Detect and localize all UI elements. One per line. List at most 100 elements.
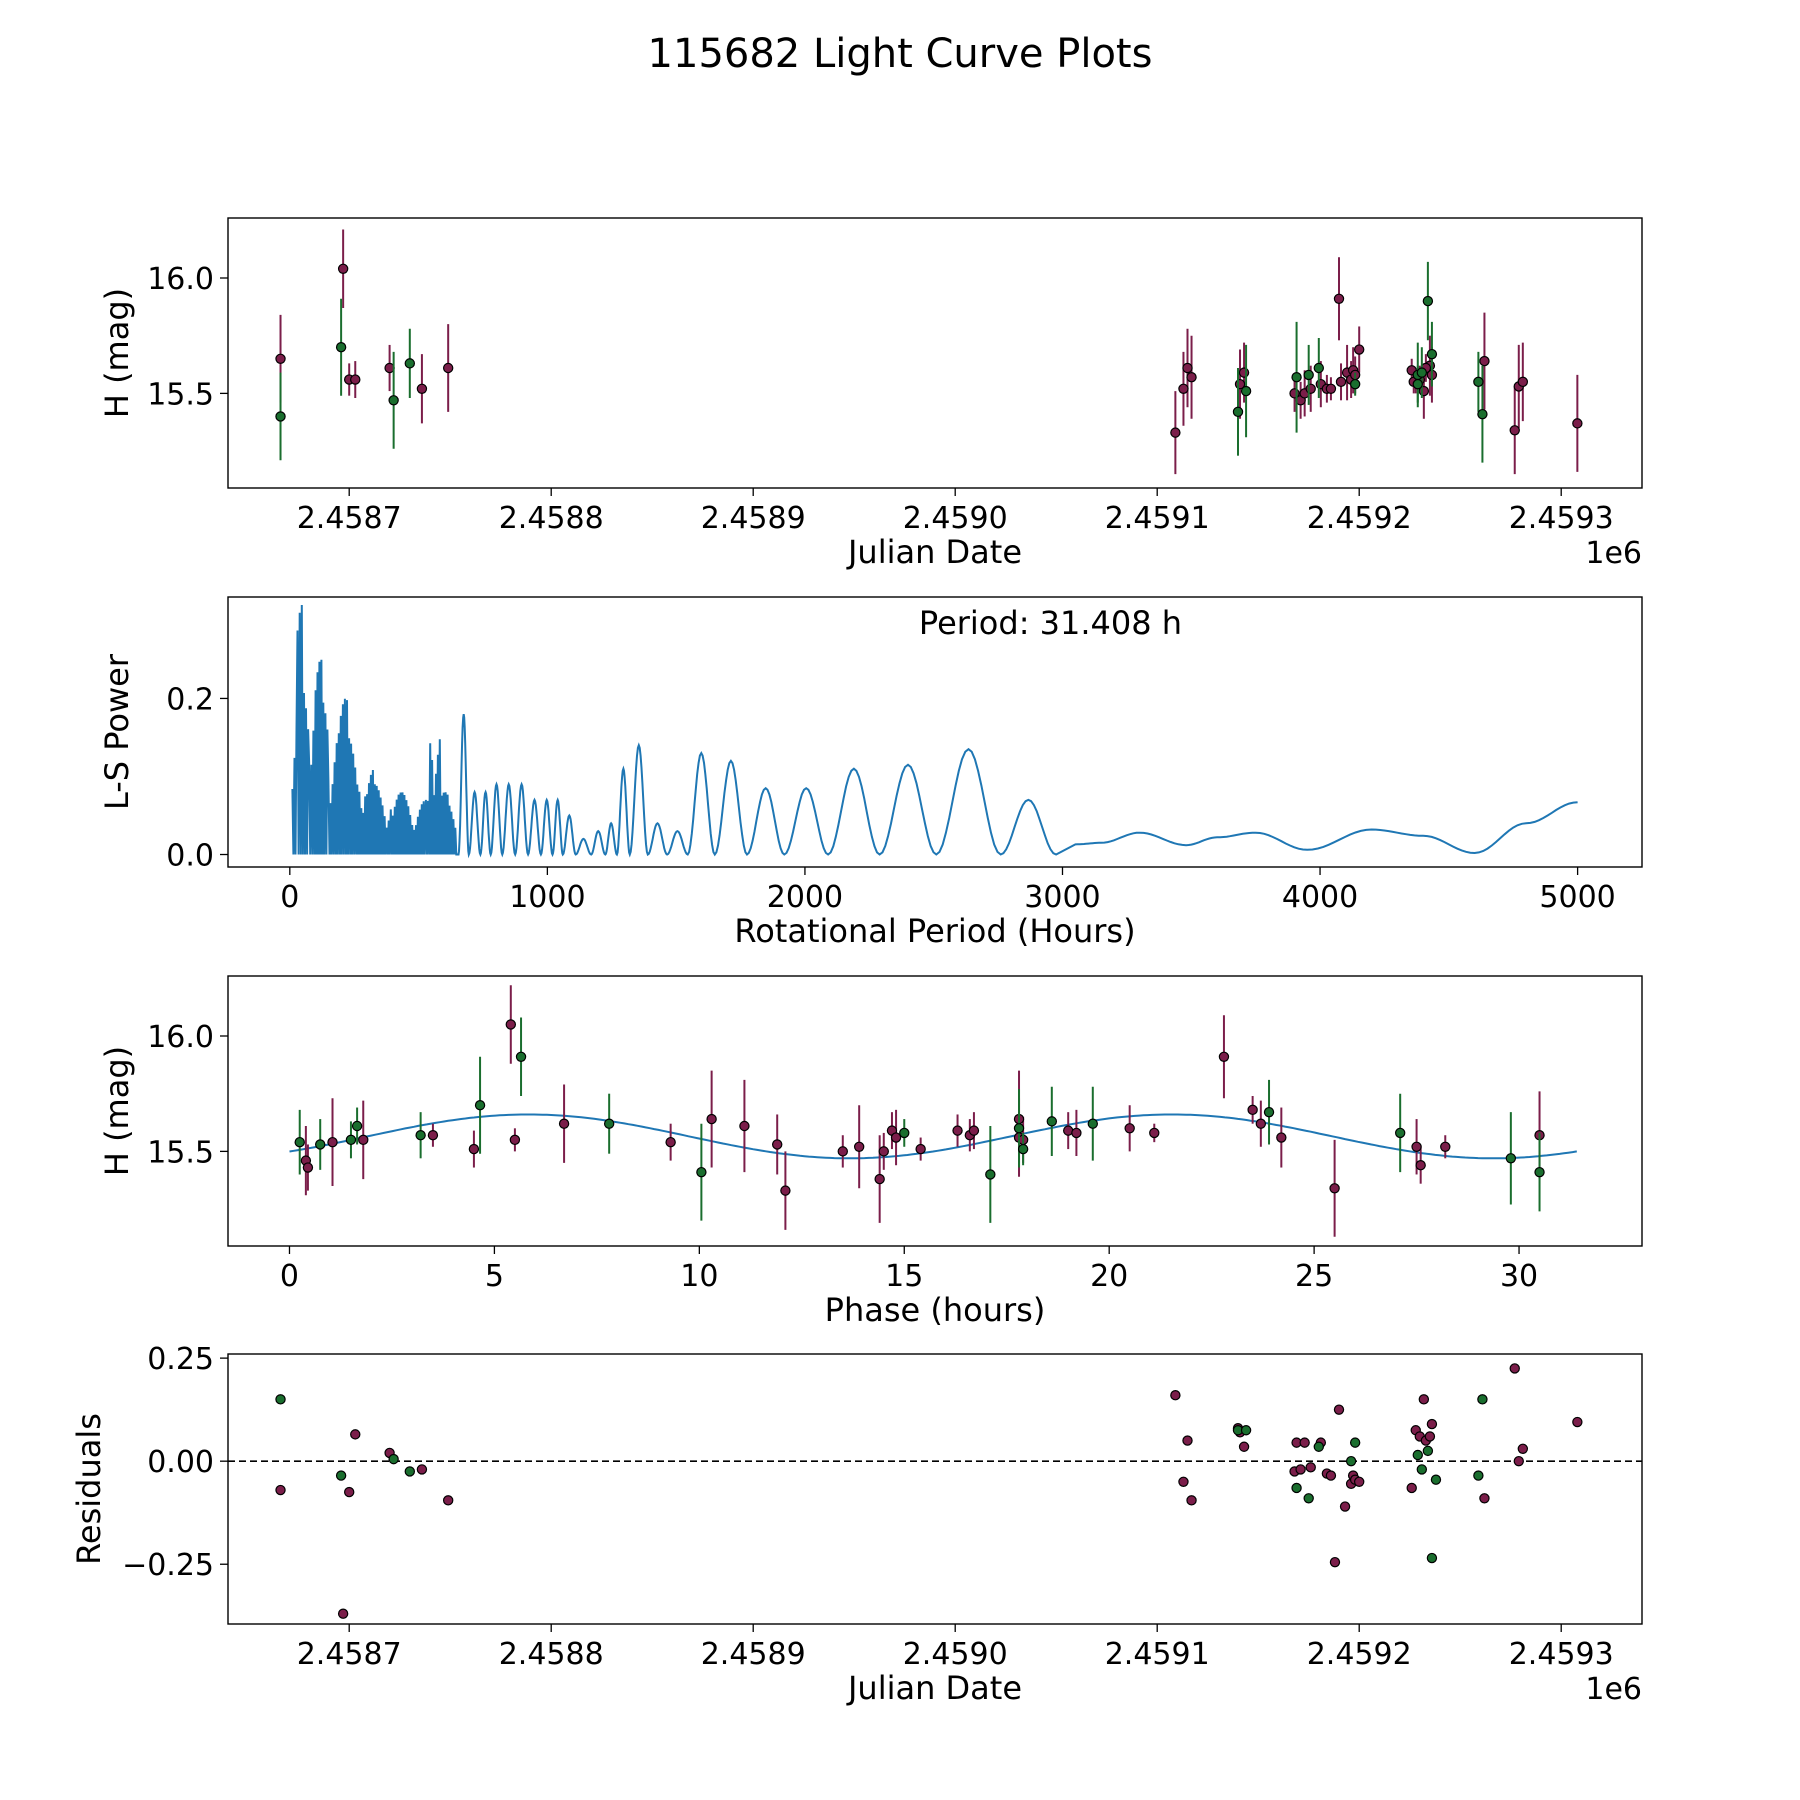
data-point	[302, 1162, 314, 1173]
data-point	[1299, 1437, 1310, 1448]
x-tick-label: 2.4589	[701, 1637, 806, 1672]
fit-curve	[289, 1113, 1577, 1160]
data-point	[1046, 1116, 1058, 1127]
residuals-panel: 2.4587 2.4588 2.4589 2.4590 2.4591 2.4592 2.45…	[70, 1342, 1643, 1707]
y-tick-label: 0.0	[166, 839, 214, 874]
data-point	[337, 263, 349, 274]
x-tick-label: 2.4591	[1105, 1637, 1210, 1672]
data-point	[1087, 1118, 1098, 1129]
data-point	[404, 358, 415, 369]
data-point	[1329, 1183, 1340, 1194]
data-point	[1440, 1141, 1451, 1152]
x-tick-label: 2.4588	[499, 1637, 604, 1672]
series-purple	[300, 985, 1545, 1237]
data-point	[416, 383, 428, 394]
data-point	[1477, 1394, 1488, 1405]
data-point	[344, 1486, 355, 1498]
y-tick-label: 15.5	[147, 1135, 214, 1170]
data-point	[1329, 1556, 1341, 1568]
lightcurve-panel: 2.4587 2.4588 2.4589 2.4590 2.4591 2.4592 2.45…	[98, 217, 1643, 571]
figure-title: 115682 Light Curve Plots	[648, 31, 1153, 77]
x-tick-label: 30	[1500, 1259, 1538, 1294]
x-tick-label: 10	[680, 1259, 718, 1294]
data-point	[1513, 1455, 1524, 1467]
x-tick-label: 2.4592	[1307, 501, 1412, 536]
data-point	[1291, 1482, 1302, 1494]
data-point	[505, 1019, 516, 1030]
data-point	[1291, 372, 1302, 383]
data-point	[1305, 1462, 1316, 1473]
data-point	[1339, 1501, 1351, 1512]
x-tick-label: 2000	[767, 880, 843, 915]
data-point	[335, 342, 347, 353]
x-offset-label: 1e6	[1585, 536, 1642, 571]
data-point	[1232, 406, 1244, 418]
data-point	[388, 1453, 399, 1465]
data-point	[1178, 383, 1189, 394]
x-tick-label: 3000	[1024, 880, 1100, 915]
y-axis-label: Residuals	[70, 1413, 108, 1565]
data-point	[1276, 1132, 1287, 1143]
data-point	[1415, 1160, 1426, 1171]
data-point	[358, 1134, 369, 1146]
y-axis-label: H (mag)	[98, 1046, 136, 1176]
data-point	[1424, 1431, 1436, 1442]
data-point	[515, 1051, 527, 1062]
data-point	[350, 374, 361, 385]
x-axis-label: Phase (hours)	[825, 1291, 1046, 1329]
data-point	[327, 1136, 338, 1148]
y-tick-label: 15.5	[147, 377, 214, 412]
data-point	[1124, 1123, 1135, 1134]
data-point	[294, 1136, 305, 1148]
y-tick-label: 16.0	[147, 262, 214, 297]
data-point	[1509, 425, 1520, 436]
data-point	[665, 1136, 676, 1148]
data-point	[1534, 1166, 1545, 1178]
x-tick-label: 25	[1295, 1259, 1333, 1294]
data-point	[1149, 1127, 1160, 1139]
x-tick-label: 2.4593	[1509, 501, 1614, 536]
y-tick-label: 0.2	[166, 682, 214, 717]
plot-frame	[227, 596, 1643, 868]
x-tick-label: 2.4587	[297, 1637, 402, 1672]
data-point	[1013, 1123, 1025, 1134]
x-tick-label: 4000	[1282, 880, 1358, 915]
data-point	[1479, 1493, 1490, 1504]
y-tick-label: 0.00	[147, 1445, 214, 1480]
data-point	[404, 1466, 415, 1477]
data-point	[1186, 1495, 1197, 1506]
data-point	[1333, 1404, 1345, 1415]
data-point	[1353, 1476, 1365, 1487]
data-point	[1517, 1443, 1529, 1455]
data-point	[968, 1125, 980, 1136]
data-point	[351, 1120, 363, 1132]
data-point	[1305, 383, 1316, 394]
x-axis-label: Julian Date	[846, 1669, 1022, 1707]
plot-frame	[227, 217, 1643, 489]
x-tick-label: 5000	[1539, 880, 1615, 915]
data-point	[1517, 376, 1529, 388]
x-tick-label: 5	[485, 1259, 504, 1294]
data-point	[1406, 1482, 1417, 1494]
x-tick-label: 15	[885, 1259, 923, 1294]
data-point	[1422, 1445, 1434, 1457]
data-point	[1430, 1474, 1442, 1485]
data-point	[558, 1118, 570, 1129]
data-point	[275, 1484, 286, 1496]
data-point	[696, 1166, 707, 1178]
x-tick-label: 2.4590	[903, 501, 1008, 536]
data-point	[1572, 418, 1583, 429]
series-green	[275, 1394, 1488, 1564]
period-annotation: Period: 31.408 h	[919, 604, 1182, 642]
data-point	[1333, 293, 1345, 304]
data-point	[1509, 1363, 1520, 1374]
series-purple	[275, 1363, 1583, 1619]
data-point	[509, 1134, 521, 1146]
data-point	[1418, 1394, 1430, 1405]
data-point	[1313, 1441, 1325, 1452]
data-point	[915, 1143, 926, 1155]
data-point	[1505, 1153, 1517, 1164]
phased-panel: 0 5 10 15 20 25 30 15.5 16.0 Phase (hours) H (mag)	[98, 975, 1643, 1329]
series-purple	[275, 229, 1583, 475]
data-point	[427, 1130, 439, 1141]
